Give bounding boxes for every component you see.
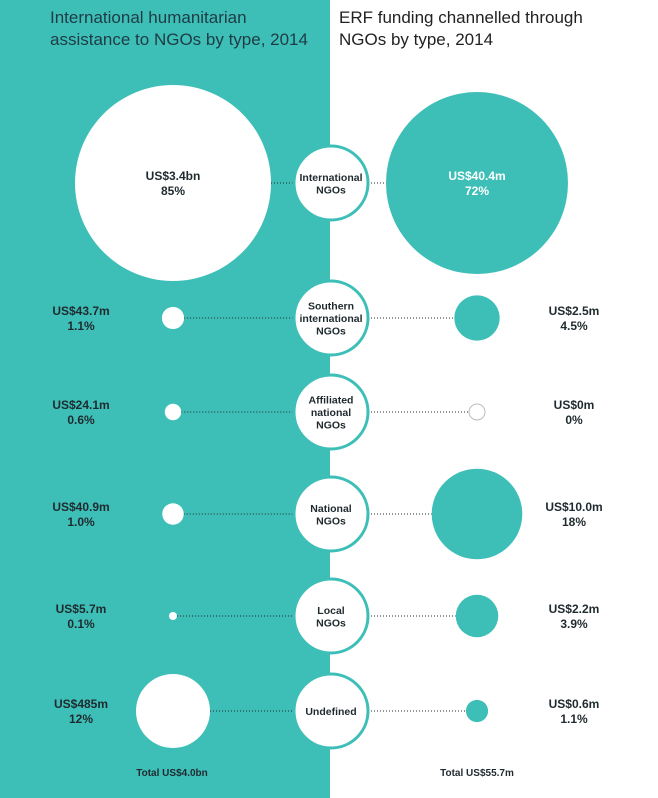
category-circle-international-ngos [292,144,370,222]
category-label-southern-international-ngos: international [299,313,362,325]
right-total-label: Total US$55.7m [440,768,514,779]
category-circle-local-ngos [292,577,370,655]
category-label-southern-international-ngos: NGOs [316,326,346,338]
right-bubble-international-ngos [386,92,568,274]
left-percent-label: 85% [161,184,185,198]
left-bubble-national-ngos [162,503,184,525]
right-percent-label: 72% [465,184,489,198]
category-label-national-ngos: National [310,503,352,515]
left-value-label: US$3.4bn [146,169,201,183]
category-label-affiliated-national-ngos: national [311,407,351,419]
left-percent-label: 12% [69,712,93,726]
right-chart-title: ERF funding channelled through NGOs by t… [339,8,583,49]
category-circle-affiliated-national-ngos [292,373,370,451]
right-percent-label: 0% [565,413,583,427]
left-percent-label: 1.1% [67,319,95,333]
category-label-southern-international-ngos: Southern [308,301,354,313]
category-circle-national-ngos [292,475,370,553]
left-percent-label: 0.6% [67,413,95,427]
left-bubble-southern-international-ngos [161,306,185,330]
left-bubble-affiliated-national-ngos [164,403,182,421]
category-label-international-ngos: International [299,172,362,184]
right-bubble-local-ngos [455,594,499,638]
right-value-label: US$0.6m [549,697,600,711]
left-percent-label: 1.0% [67,515,95,529]
right-bubble-national-ngos [431,468,523,560]
right-value-label: US$10.0m [545,500,602,514]
left-percent-label: 0.1% [67,617,95,631]
category-circle-undefined [292,672,370,750]
category-label-affiliated-national-ngos: NGOs [316,420,346,432]
category-label-local-ngos: NGOs [316,617,346,629]
left-chart-title: International humanitarian assistance to… [50,8,308,49]
left-value-label: US$43.7m [52,304,109,318]
right-value-label: US$0m [554,398,595,412]
category-circle-southern-international-ngos [292,279,370,357]
right-percent-label: 4.5% [560,319,588,333]
category-label-national-ngos: NGOs [316,515,346,527]
left-bubble-undefined [135,673,211,749]
category-label-international-ngos: NGOs [316,184,346,196]
left-total-label: Total US$4.0bn [136,768,208,779]
category-label-affiliated-national-ngos: Affiliated [309,395,354,407]
right-bubble-affiliated-national-ngos [468,403,486,421]
left-value-label: US$40.9m [52,500,109,514]
right-bubble-undefined [465,699,489,723]
right-value-label: US$40.4m [448,169,505,183]
left-value-label: US$485m [54,697,108,711]
right-percent-label: 18% [562,515,586,529]
right-percent-label: 3.9% [560,617,588,631]
right-value-label: US$2.5m [549,304,600,318]
left-bubble-international-ngos [75,85,271,281]
category-label-local-ngos: Local [317,605,345,617]
left-value-label: US$5.7m [56,602,107,616]
left-bubble-local-ngos [168,611,178,621]
right-value-label: US$2.2m [549,602,600,616]
category-label-undefined: Undefined [305,706,356,718]
right-percent-label: 1.1% [560,712,588,726]
left-value-label: US$24.1m [52,398,109,412]
right-bubble-southern-international-ngos [454,295,500,341]
